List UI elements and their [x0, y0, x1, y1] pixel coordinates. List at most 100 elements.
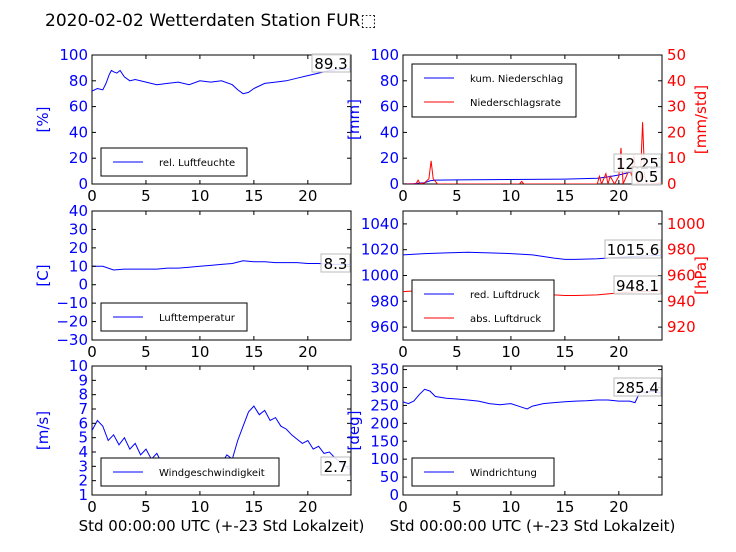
legend: Windrichtung	[411, 457, 555, 487]
y-tick-label: −20	[56, 313, 88, 331]
y-tick-label: 100	[59, 46, 88, 64]
y-axis-label: [C]	[34, 264, 52, 286]
x-tick-label: 15	[244, 498, 263, 516]
x-tick-label: 5	[452, 343, 462, 361]
series-line-2	[403, 122, 662, 184]
x-tick-label: 20	[609, 498, 628, 516]
x-tick-label: 10	[190, 498, 209, 516]
y-tick-label: 1020	[361, 241, 399, 259]
legend: rel. Luftfeuchte	[100, 147, 248, 177]
y-tick-label: 150	[370, 432, 399, 450]
y-tick-label: 8	[78, 386, 88, 404]
y-tick-label: 20	[69, 149, 88, 167]
legend-label: Windgeschwindigkeit	[159, 468, 265, 479]
y-tick-label: 3	[78, 457, 88, 475]
x-tick-label: 0	[398, 187, 408, 205]
x-tick-label: 15	[244, 343, 263, 361]
x-tick-label: 15	[555, 498, 574, 516]
y-tick-label: 50	[380, 468, 399, 486]
y-axis-label: [mm]	[345, 99, 363, 140]
x-tick-label: 0	[398, 498, 408, 516]
x-tick-label: 10	[501, 343, 520, 361]
y-tick-label: 980	[370, 292, 399, 310]
y-tick-label: 10	[69, 257, 88, 275]
y-tick-label: 0	[78, 175, 88, 193]
last-value-label-box	[320, 456, 351, 476]
last-value-label-box	[604, 239, 662, 259]
y-tick-label: 350	[370, 361, 399, 379]
y-tick-label: 40	[69, 202, 88, 220]
y2-tick-label: 980	[667, 241, 696, 259]
y-tick-label: 30	[69, 220, 88, 238]
y-tick-label: 300	[370, 379, 399, 397]
x-tick-label: 10	[501, 498, 520, 516]
x-tick-label: 5	[141, 498, 151, 516]
y-tick-label: 9	[78, 371, 88, 389]
x-tick-label: 20	[609, 343, 628, 361]
last-value-label: 89.3	[314, 55, 347, 73]
legend-box	[411, 63, 577, 118]
y-tick-label: 60	[69, 98, 88, 116]
y2-tick-label: 1000	[667, 215, 705, 233]
y2-axis-label: [hPa]	[692, 256, 710, 295]
y2-tick-label: 10	[667, 149, 686, 167]
y-tick-label: 4	[78, 443, 88, 461]
x-tick-label: 20	[298, 343, 317, 361]
x-axis-label: Std 00:00:00 UTC (+-23 Std Lokalzeit)	[390, 517, 676, 535]
y2-tick-label: 30	[667, 98, 686, 116]
y-axis-label: [m/s]	[34, 411, 52, 450]
last-value-label: 2.7	[324, 458, 348, 476]
last-value-label-2-box	[613, 275, 662, 295]
y-tick-label: 5	[78, 429, 88, 447]
y-tick-label: 40	[380, 123, 399, 141]
y-tick-label: −10	[56, 294, 88, 312]
x-tick-label: 20	[298, 498, 317, 516]
x-tick-label: 15	[555, 187, 574, 205]
x-tick-label: 5	[452, 498, 462, 516]
y-tick-label: 1	[78, 486, 88, 504]
humidity-panel: 0 5 10 15 20 0 20 40 60 80 100 [%] 89.3 rel. Luftfeuc…	[34, 46, 352, 205]
y-tick-label: 200	[370, 414, 399, 432]
y-tick-label: 6	[78, 414, 88, 432]
last-value-label-box	[320, 253, 351, 273]
y-tick-label: 100	[370, 46, 399, 64]
x-tick-label: 10	[501, 187, 520, 205]
legend-label: Niederschlagsrate	[470, 98, 561, 109]
legend: Windgeschwindigkeit	[100, 457, 280, 487]
legend-box	[411, 279, 555, 332]
x-tick-label: 15	[555, 343, 574, 361]
y-tick-label: 10	[69, 357, 88, 375]
temperature-panel: 0 5 10 15 20−30−20−10010203040[C]8.3Lufttemp…	[34, 202, 352, 361]
y-tick-label: 1040	[361, 215, 399, 233]
legend-label: kum. Niederschlag	[470, 74, 563, 85]
pressure-panel: 0 5 10 15 20 960 980 1000 1020 1040 920 940 960 980 10…	[361, 210, 710, 361]
last-value-label-2-box	[631, 166, 662, 186]
y-tick-label: 100	[370, 450, 399, 468]
x-tick-label: 10	[190, 343, 209, 361]
x-tick-label: 0	[87, 498, 97, 516]
y-tick-label: 20	[380, 149, 399, 167]
y2-tick-label: 50	[667, 46, 686, 64]
y-tick-label: 80	[69, 72, 88, 90]
legend-label: red. Luftdruck	[470, 290, 540, 301]
y-tick-label: 80	[380, 72, 399, 90]
y-tick-label: −30	[56, 331, 88, 349]
x-tick-label: 0	[398, 343, 408, 361]
legend: red. Luftdruck abs. Luftdruck	[411, 279, 555, 332]
last-value-label: 285.4	[616, 379, 659, 397]
y-tick-label: 0	[78, 276, 88, 294]
legend-label: rel. Luftfeuchte	[159, 158, 235, 169]
y2-tick-label: 920	[667, 318, 696, 336]
y-tick-label: 0	[389, 175, 399, 193]
y2-tick-label: 20	[667, 123, 686, 141]
series-line-1	[403, 388, 662, 410]
legend-label: abs. Luftdruck	[470, 314, 541, 325]
y-tick-label: 250	[370, 396, 399, 414]
legend: kum. Niederschlag Niederschlagsrate	[411, 63, 577, 118]
last-value-label-box	[613, 377, 662, 397]
x-axis-label: Std 00:00:00 UTC (+-23 Std Lokalzeit)	[79, 517, 365, 535]
x-tick-label: 0	[87, 343, 97, 361]
y-tick-label: 960	[370, 318, 399, 336]
